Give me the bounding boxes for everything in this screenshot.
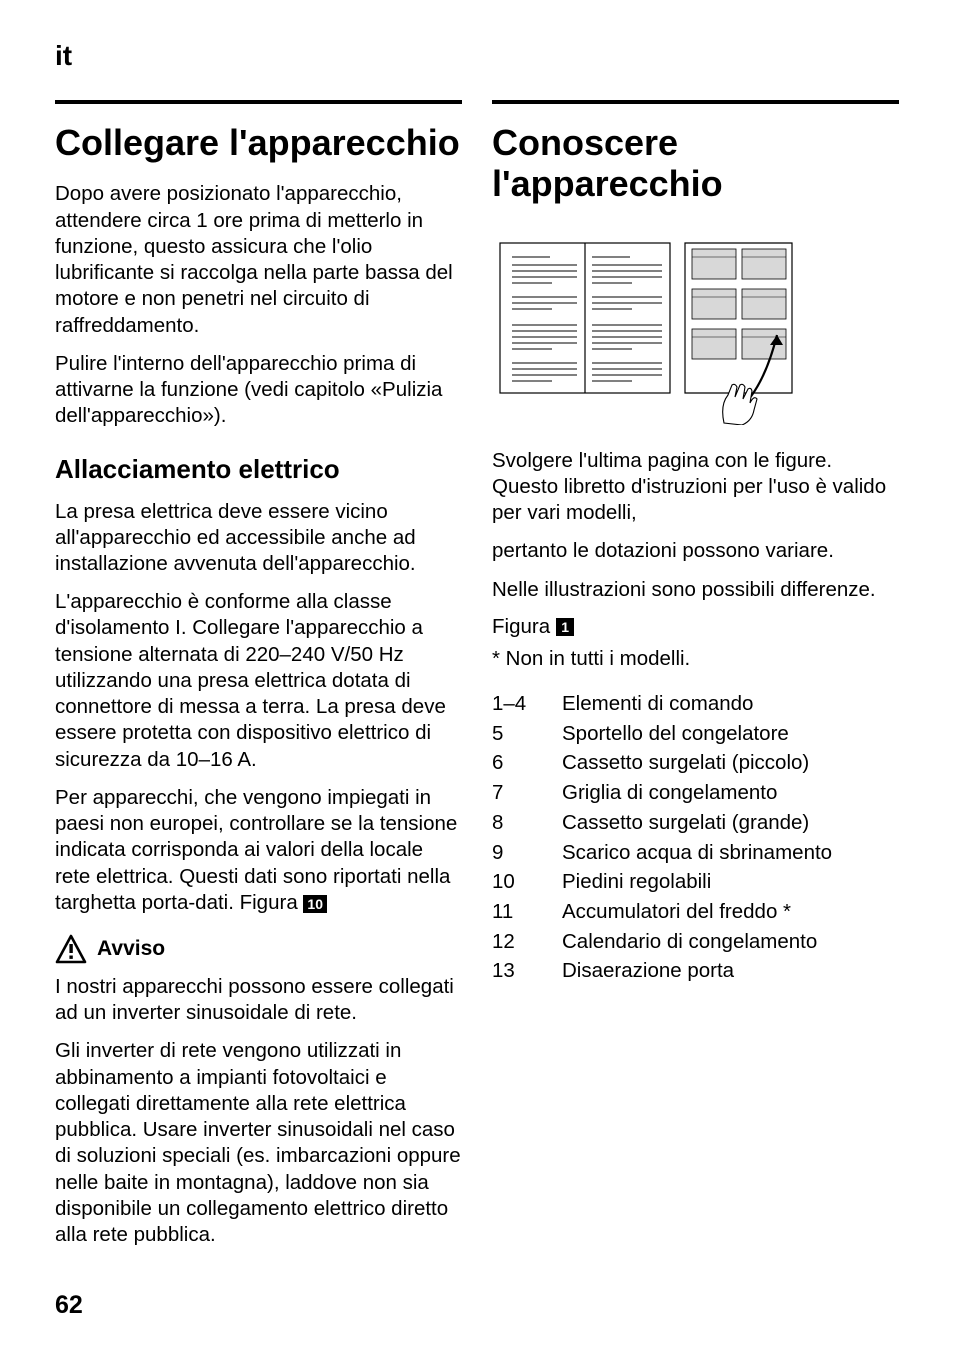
- figura-reference: Figura 1: [492, 615, 899, 639]
- legend-number: 1–4: [492, 689, 562, 719]
- legend-text: Piedini regolabili: [562, 867, 711, 897]
- paragraph: I nostri apparecchi possono essere colle…: [55, 974, 462, 1026]
- page-number: 62: [55, 1291, 83, 1320]
- legend-text: Elementi di comando: [562, 689, 753, 719]
- section-rule: [55, 100, 462, 104]
- legend-number: 7: [492, 778, 562, 808]
- language-header: it: [55, 40, 899, 72]
- left-column: Collegare l'apparecchio Dopo avere posiz…: [55, 100, 462, 1260]
- right-column: Conoscere l'apparecchio: [492, 100, 899, 1260]
- paragraph: La presa elettrica deve essere vicino al…: [55, 499, 462, 578]
- legend-item: 10Piedini regolabili: [492, 867, 899, 897]
- legend-text: Scarico acqua di sbrinamento: [562, 838, 832, 868]
- legend-text: Disaerazione porta: [562, 956, 734, 986]
- legend-item: 7Griglia di congelamento: [492, 778, 899, 808]
- legend-text: Cassetto surgelati (grande): [562, 808, 809, 838]
- paragraph: Pulire l'interno dell'apparecchio prima …: [55, 351, 462, 430]
- paragraph-text: Per apparecchi, che vengono impiegati in…: [55, 786, 457, 914]
- subheading-allacciamento: Allacciamento elettrico: [55, 454, 462, 485]
- section-title-conoscere: Conoscere l'apparecchio: [492, 122, 899, 205]
- paragraph: Nelle illustrazioni sono possibili diffe…: [492, 577, 899, 603]
- figure-badge-1: 1: [556, 618, 574, 636]
- legend-item: 5Sportello del congelatore: [492, 719, 899, 749]
- legend-number: 5: [492, 719, 562, 749]
- legend-text: Cassetto surgelati (piccolo): [562, 748, 809, 778]
- warning-heading: Avviso: [55, 934, 462, 964]
- legend-text: Accumulatori del freddo *: [562, 897, 791, 927]
- legend-number: 9: [492, 838, 562, 868]
- paragraph: Dopo avere posizionato l'apparecchio, at…: [55, 181, 462, 338]
- warning-label: Avviso: [97, 937, 165, 961]
- unfold-illustration: [492, 235, 802, 425]
- legend-item: 13Disaerazione porta: [492, 956, 899, 986]
- legend-item: 6Cassetto surgelati (piccolo): [492, 748, 899, 778]
- paragraph: L'apparecchio è conforme alla classe d'i…: [55, 589, 462, 773]
- footnote: * Non in tutti i modelli.: [492, 647, 899, 671]
- parts-legend: 1–4Elementi di comando5Sportello del con…: [492, 689, 899, 986]
- legend-item: 12Calendario di congelamento: [492, 927, 899, 957]
- legend-item: 11Accumulatori del freddo *: [492, 897, 899, 927]
- legend-number: 8: [492, 808, 562, 838]
- legend-number: 13: [492, 956, 562, 986]
- paragraph: Svolgere l'ultima pagina con le figure. …: [492, 448, 899, 527]
- legend-item: 1–4Elementi di comando: [492, 689, 899, 719]
- legend-number: 11: [492, 897, 562, 927]
- legend-number: 10: [492, 867, 562, 897]
- paragraph: Per apparecchi, che vengono impiegati in…: [55, 785, 462, 916]
- legend-item: 8Cassetto surgelati (grande): [492, 808, 899, 838]
- legend-number: 12: [492, 927, 562, 957]
- figure-badge-10: 10: [303, 895, 327, 913]
- legend-text: Calendario di congelamento: [562, 927, 817, 957]
- legend-number: 6: [492, 748, 562, 778]
- warning-icon: [55, 934, 87, 964]
- section-title-collegare: Collegare l'apparecchio: [55, 122, 462, 163]
- legend-item: 9Scarico acqua di sbrinamento: [492, 838, 899, 868]
- legend-text: Sportello del congelatore: [562, 719, 789, 749]
- section-rule: [492, 100, 899, 104]
- legend-text: Griglia di congelamento: [562, 778, 777, 808]
- paragraph: pertanto le dotazioni possono variare.: [492, 538, 899, 564]
- paragraph: Gli inverter di rete vengono utilizzati …: [55, 1038, 462, 1248]
- content-columns: Collegare l'apparecchio Dopo avere posiz…: [55, 100, 899, 1260]
- figura-label: Figura: [492, 615, 550, 639]
